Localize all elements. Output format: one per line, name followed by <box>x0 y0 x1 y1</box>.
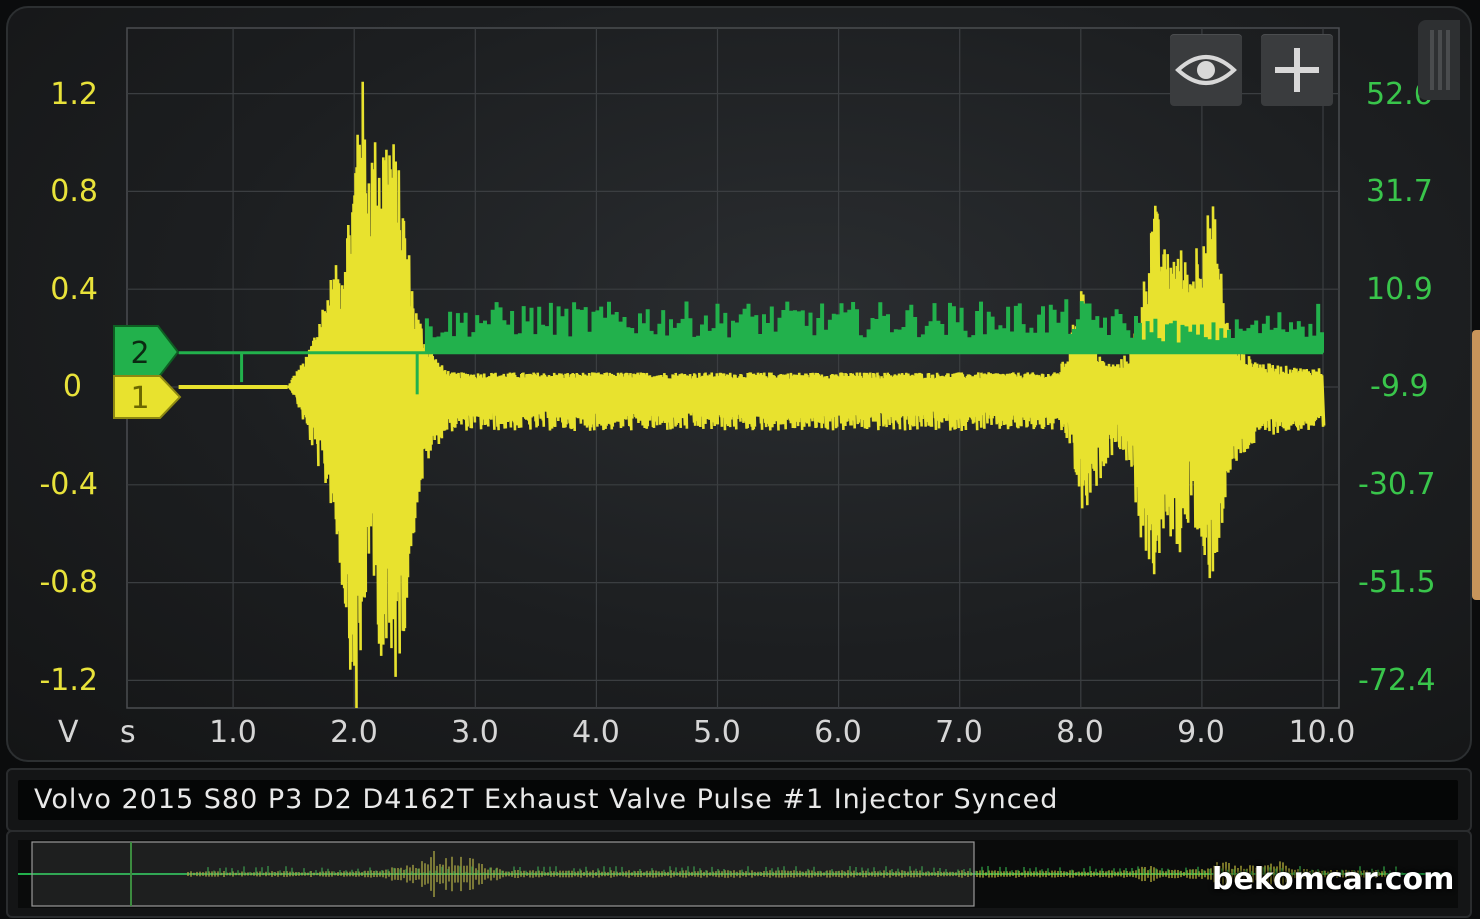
side-panel-handle[interactable] <box>1418 20 1460 100</box>
add-channel-button[interactable] <box>1261 34 1333 106</box>
watermark: bekomcar.com <box>1212 862 1455 897</box>
grip-icon <box>1430 30 1450 90</box>
y-tick-right: -30.7 <box>1358 467 1436 502</box>
channel-2-marker[interactable]: 2 <box>112 324 182 380</box>
x-axis-unit-label: s <box>120 715 136 750</box>
x-tick: 3.0 <box>451 715 499 750</box>
right-edge-tab[interactable] <box>1472 330 1480 600</box>
overview-strip[interactable] <box>6 830 1472 918</box>
x-tick: 8.0 <box>1056 715 1104 750</box>
y-tick-left: 0.8 <box>50 174 98 209</box>
scope-plot-panel[interactable]: 1.2 0.8 0.4 0 -0.4 -0.8 -1.2 52.6 31.7 1… <box>6 6 1472 762</box>
x-tick: 7.0 <box>935 715 983 750</box>
title-field: Volvo 2015 S80 P3 D2 D4162T Exhaust Valv… <box>18 780 1458 820</box>
y-axis-unit-label: V <box>58 715 79 750</box>
overview-waveform[interactable] <box>8 832 1470 916</box>
visibility-button[interactable] <box>1170 34 1242 106</box>
y-tick-right: -9.9 <box>1370 369 1429 404</box>
x-tick: 2.0 <box>330 715 378 750</box>
plus-icon <box>1275 48 1319 92</box>
y-tick-left: 1.2 <box>50 77 98 112</box>
y-tick-right: 10.9 <box>1366 272 1433 307</box>
channel-2-number: 2 <box>130 336 149 371</box>
y-tick-right: 31.7 <box>1366 174 1433 209</box>
channel-1-number: 1 <box>130 381 149 416</box>
y-tick-left: 0.4 <box>50 272 98 307</box>
channel-1-marker[interactable]: 1 <box>112 374 182 420</box>
x-tick: 4.0 <box>572 715 620 750</box>
overview-channel-1 <box>187 851 1386 897</box>
plot-area[interactable] <box>8 8 1470 760</box>
y-tick-left: 0 <box>62 369 82 404</box>
y-tick-left: -0.8 <box>39 565 98 600</box>
overview-view-window[interactable] <box>31 841 975 907</box>
eye-icon <box>1175 55 1237 85</box>
x-tick: 6.0 <box>814 715 862 750</box>
x-tick: 1.0 <box>209 715 257 750</box>
channel-1-trace <box>287 81 1326 709</box>
overview-channel-2 <box>207 866 1403 874</box>
x-tick: 10.0 <box>1288 715 1356 750</box>
waveform-title-bar: Volvo 2015 S80 P3 D2 D4162T Exhaust Valv… <box>6 768 1472 832</box>
y-tick-right: -51.5 <box>1358 565 1436 600</box>
channel-2-trace <box>424 299 1324 353</box>
y-tick-right: -72.4 <box>1358 663 1436 698</box>
y-tick-left: -0.4 <box>39 467 98 502</box>
waveform-title: Volvo 2015 S80 P3 D2 D4162T Exhaust Valv… <box>34 784 1059 815</box>
y-tick-left: -1.2 <box>39 663 98 698</box>
x-tick: 9.0 <box>1177 715 1225 750</box>
x-tick: 5.0 <box>693 715 741 750</box>
